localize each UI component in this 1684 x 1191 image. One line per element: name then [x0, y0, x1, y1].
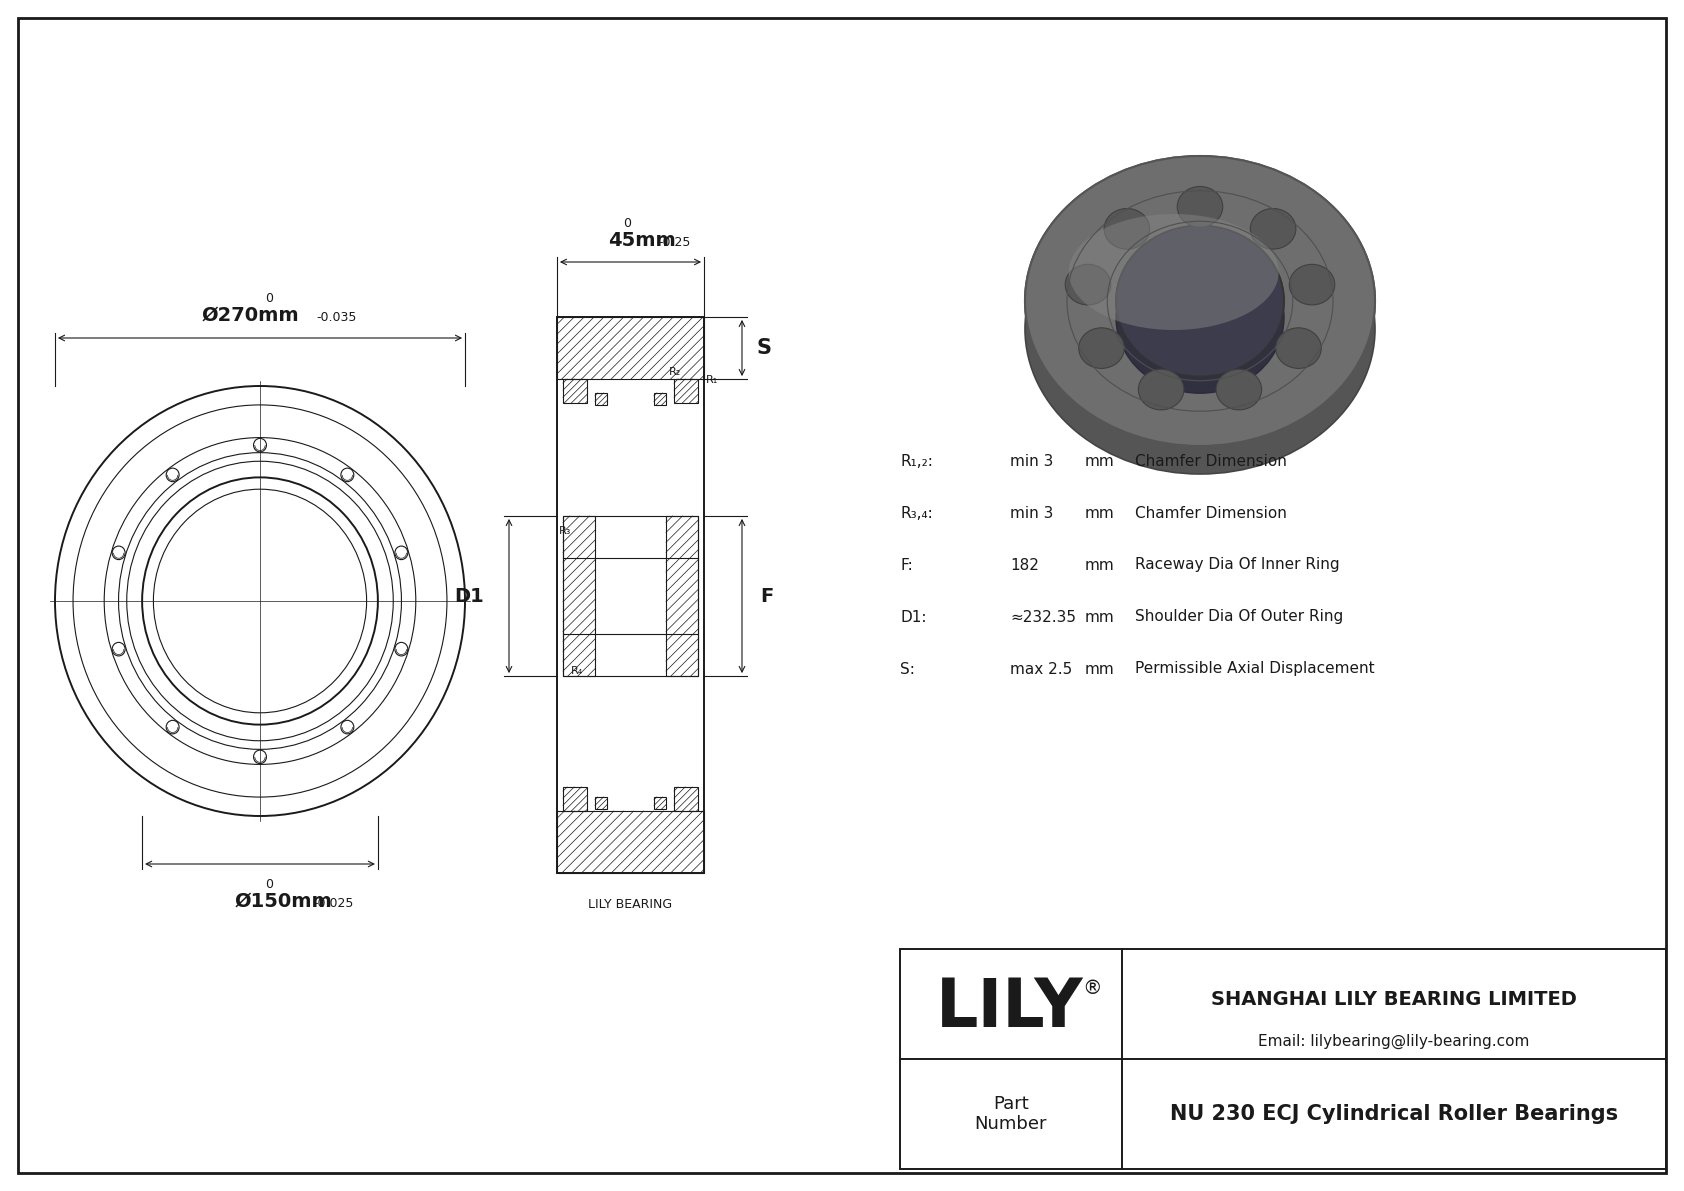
Text: -0.25: -0.25 [658, 236, 690, 249]
Bar [562, 516, 697, 676]
Text: mm: mm [1084, 610, 1115, 624]
Text: D1:: D1: [899, 610, 926, 624]
Text: Raceway Dia Of Inner Ring: Raceway Dia Of Inner Ring [1135, 557, 1340, 573]
Ellipse shape [1276, 328, 1322, 368]
Text: S: S [756, 338, 771, 358]
Bar [665, 516, 697, 676]
Text: Permissible Axial Displacement: Permissible Axial Displacement [1135, 661, 1374, 676]
Bar [594, 797, 606, 809]
Text: LILY: LILY [936, 975, 1084, 1041]
Bar [557, 317, 704, 379]
Text: mm: mm [1084, 661, 1115, 676]
Text: 45mm: 45mm [608, 231, 677, 250]
Bar [674, 787, 697, 811]
Text: -0.025: -0.025 [313, 897, 354, 910]
Text: R₃: R₃ [559, 526, 571, 536]
Ellipse shape [1026, 156, 1376, 445]
Text: Ø270mm: Ø270mm [202, 306, 300, 325]
Text: -0.035: -0.035 [317, 311, 357, 324]
Ellipse shape [1105, 208, 1150, 249]
Text: R₄: R₄ [571, 666, 583, 676]
Bar [653, 393, 665, 405]
Text: SHANGHAI LILY BEARING LIMITED: SHANGHAI LILY BEARING LIMITED [1211, 990, 1576, 1009]
Text: Email: lilybearing@lily-bearing.com: Email: lilybearing@lily-bearing.com [1258, 1034, 1529, 1049]
Text: min 3: min 3 [1010, 505, 1054, 520]
Text: LILY BEARING: LILY BEARING [588, 898, 672, 911]
Bar [594, 393, 606, 405]
Text: mm: mm [1084, 557, 1115, 573]
Bar [562, 787, 588, 811]
Bar [653, 797, 665, 809]
Text: R₁,₂:: R₁,₂: [899, 454, 933, 468]
Text: R₂: R₂ [669, 367, 682, 378]
Text: F:: F: [899, 557, 913, 573]
Text: min 3: min 3 [1010, 454, 1054, 468]
Ellipse shape [1069, 214, 1278, 330]
Text: F: F [759, 586, 773, 605]
Text: mm: mm [1084, 505, 1115, 520]
Bar [899, 949, 1665, 1170]
Text: 0: 0 [264, 292, 273, 305]
Ellipse shape [1116, 243, 1283, 393]
Text: R₃,₄:: R₃,₄: [899, 505, 933, 520]
Bar [562, 379, 588, 403]
Ellipse shape [1026, 156, 1376, 445]
Text: Chamfer Dimension: Chamfer Dimension [1135, 454, 1287, 468]
Text: Shoulder Dia Of Outer Ring: Shoulder Dia Of Outer Ring [1135, 610, 1344, 624]
Ellipse shape [1116, 225, 1283, 376]
Text: D1: D1 [455, 586, 483, 605]
Text: mm: mm [1084, 454, 1115, 468]
Text: 0: 0 [623, 217, 632, 230]
Ellipse shape [1026, 183, 1376, 474]
Ellipse shape [1250, 208, 1297, 249]
Text: NU 230 ECJ Cylindrical Roller Bearings: NU 230 ECJ Cylindrical Roller Bearings [1170, 1104, 1618, 1124]
Ellipse shape [1216, 369, 1261, 410]
Text: ≈232.35: ≈232.35 [1010, 610, 1076, 624]
Text: R₁: R₁ [706, 375, 719, 385]
Text: S:: S: [899, 661, 914, 676]
Text: ®: ® [1083, 979, 1101, 998]
Text: 0: 0 [264, 878, 273, 891]
Text: 182: 182 [1010, 557, 1039, 573]
Bar [674, 379, 697, 403]
Text: Ø150mm: Ø150mm [236, 892, 333, 911]
Ellipse shape [1066, 264, 1111, 305]
Ellipse shape [1290, 264, 1335, 305]
Ellipse shape [1079, 328, 1125, 368]
Text: max 2.5: max 2.5 [1010, 661, 1073, 676]
Text: Chamfer Dimension: Chamfer Dimension [1135, 505, 1287, 520]
Bar [557, 811, 704, 873]
Bar [562, 516, 594, 676]
Text: Part
Number: Part Number [975, 1095, 1047, 1134]
Ellipse shape [1138, 369, 1184, 410]
Bar [557, 317, 704, 873]
Ellipse shape [1116, 225, 1283, 376]
Ellipse shape [1177, 187, 1223, 227]
